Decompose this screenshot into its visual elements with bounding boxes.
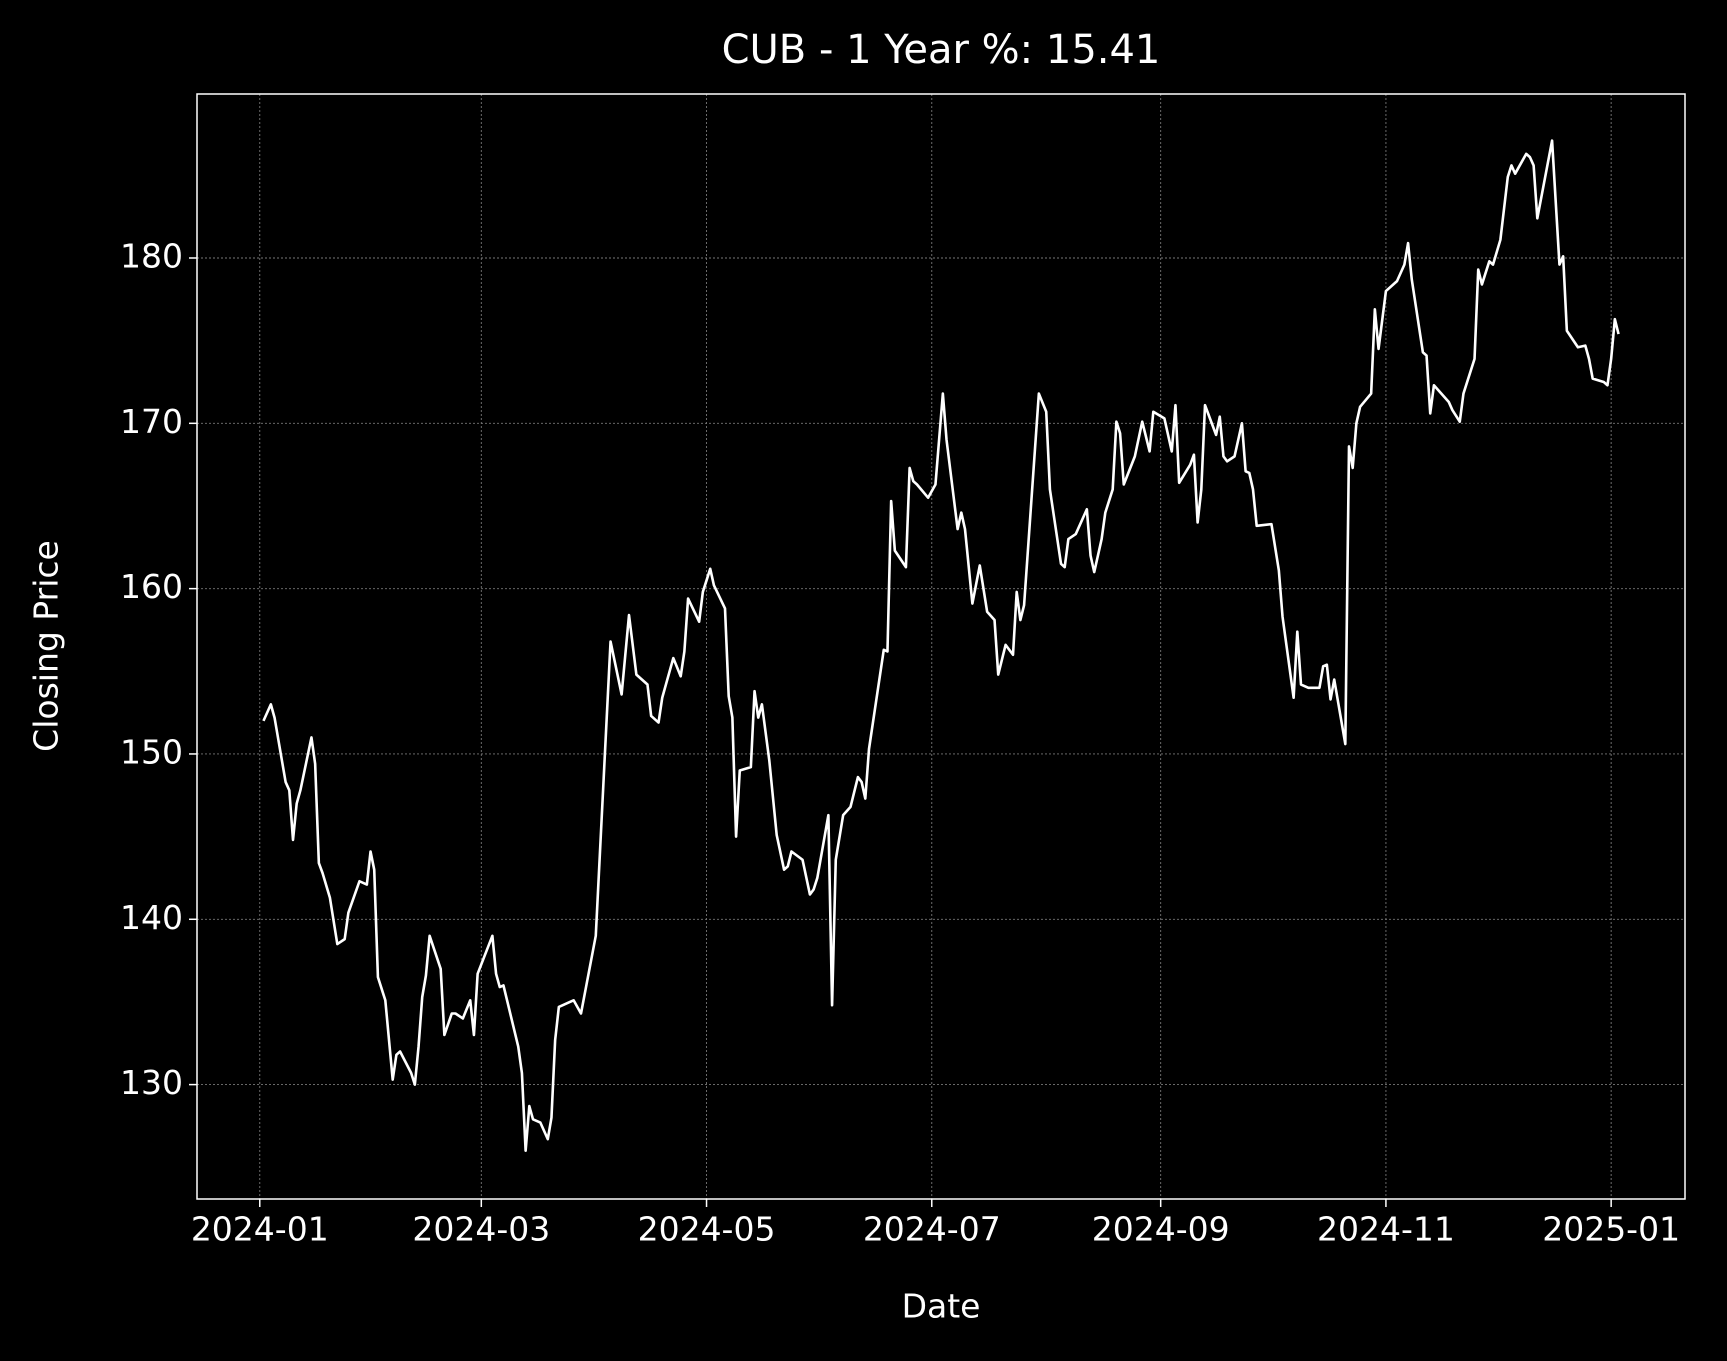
chart-title: CUB - 1 Year %: 15.41 [722,27,1161,73]
x-tick-label: 2024-03 [412,1210,550,1249]
y-tick-label: 150 [120,732,183,771]
plot-frame [196,93,1686,1200]
y-tick-label: 160 [120,567,183,606]
x-tick-label: 2024-11 [1317,1210,1455,1249]
y-axis-label: Closing Price [27,540,66,752]
price-line [262,139,1620,1153]
y-tick-label: 170 [120,402,183,441]
x-tick-label: 2024-05 [638,1210,776,1249]
y-tick-label: 130 [120,1063,183,1102]
x-tick-label: 2024-07 [863,1210,1001,1249]
y-tick-label: 140 [120,898,183,937]
x-tick-label: 2024-09 [1092,1210,1230,1249]
x-tick-label: 2024-01 [191,1210,329,1249]
y-tick-label: 180 [120,236,183,275]
x-axis-label: Date [902,1287,981,1326]
x-tick-label: 2025-01 [1542,1210,1680,1249]
